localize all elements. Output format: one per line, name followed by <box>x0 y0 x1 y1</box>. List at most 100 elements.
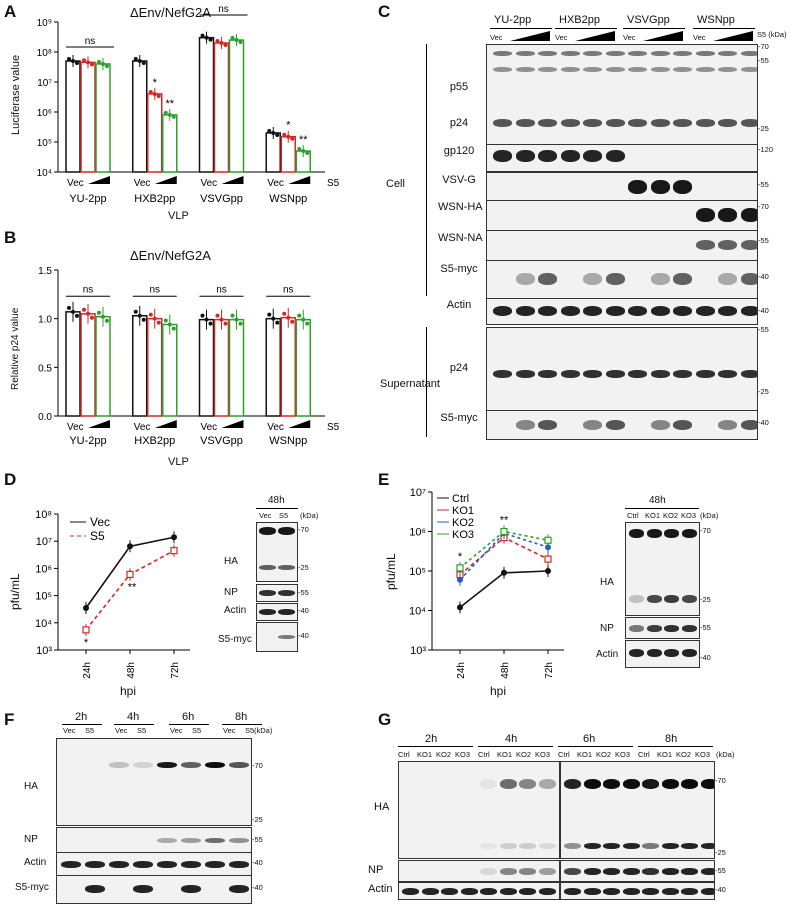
vec-label: Vec <box>67 422 84 433</box>
band <box>278 609 295 615</box>
panel-d-xlabel: hpi <box>120 684 137 698</box>
panel-label-e: E <box>378 470 390 489</box>
blot-sup-s5myc <box>486 410 758 440</box>
data-point <box>215 313 220 318</box>
group-label: YU-2pp <box>69 435 106 447</box>
time-label: 8h <box>665 733 678 745</box>
data-point <box>544 555 552 563</box>
ns-label: ns <box>283 284 294 295</box>
data-point <box>301 317 306 322</box>
band <box>493 306 512 316</box>
band <box>718 50 737 56</box>
data-point <box>200 313 205 318</box>
blot-row-label: VSV-G <box>442 174 476 186</box>
band <box>603 867 620 875</box>
data-point <box>297 313 302 318</box>
kda-marker: -70 <box>758 202 769 211</box>
blot-row-label: p24 <box>449 117 469 129</box>
data-point <box>152 91 157 96</box>
blot-row-3 <box>256 622 298 652</box>
band <box>480 843 497 849</box>
data-point <box>141 317 146 322</box>
lane-label: KO1 <box>497 750 513 759</box>
kda-label: (kDa) <box>254 726 273 735</box>
y-tick-label: 0.0 <box>38 412 52 423</box>
x-tick-label: 72h <box>170 662 181 679</box>
data-point <box>208 321 213 326</box>
band <box>493 66 512 72</box>
band <box>605 150 625 162</box>
blot-row-2 <box>256 603 298 621</box>
data-point <box>501 569 507 576</box>
data-point <box>90 315 94 320</box>
data-point <box>286 134 291 139</box>
blot-row-1 <box>256 584 298 602</box>
band <box>650 180 670 194</box>
y-tick-label: 10⁶ <box>35 563 52 575</box>
band <box>673 66 692 72</box>
lane-label: Vec <box>115 726 128 735</box>
group-header: VSVGpp <box>627 14 670 26</box>
band <box>718 240 737 250</box>
data-point <box>457 604 463 611</box>
data-point <box>156 320 161 325</box>
lane-label: Ctrl <box>398 750 410 759</box>
band <box>695 208 715 222</box>
blot-p55 <box>486 44 758 146</box>
band <box>278 564 295 570</box>
band <box>681 779 698 789</box>
band <box>109 860 129 868</box>
band <box>278 590 295 596</box>
data-point <box>234 38 239 43</box>
panel-label-g: G <box>378 710 392 729</box>
x-tick-label: 24h <box>456 662 467 679</box>
band <box>695 240 715 250</box>
y-tick-label: 10⁶ <box>37 108 52 119</box>
band <box>650 370 670 378</box>
band <box>740 50 757 56</box>
lane-label: KO1 <box>577 750 593 759</box>
y-tick-label: 10⁵ <box>409 566 426 578</box>
data-point <box>200 33 205 38</box>
lane-label: Vec <box>63 726 76 735</box>
band <box>718 119 737 127</box>
band <box>628 180 647 194</box>
band <box>480 779 497 789</box>
data-point <box>267 312 272 317</box>
kda-marker: -70 <box>700 526 711 535</box>
blot-gp120 <box>486 144 758 172</box>
panel-e-xlabel: hpi <box>490 684 507 698</box>
band <box>538 867 556 875</box>
time-label: 2h <box>75 711 88 723</box>
kda-marker: -40 <box>252 883 263 892</box>
band <box>560 306 580 316</box>
cell-bracket <box>426 44 427 296</box>
ns-label: ns <box>149 284 160 295</box>
band <box>538 119 557 127</box>
lane-label: S5 <box>85 726 95 735</box>
band <box>673 273 692 285</box>
band <box>583 50 602 56</box>
y-tick-label: 10³ <box>410 645 426 657</box>
dose-wedge <box>288 176 311 184</box>
vec-label: Vec <box>134 422 151 433</box>
group-underline <box>623 28 685 29</box>
band <box>493 119 512 127</box>
dose-wedge <box>154 176 177 184</box>
lane-label: KO2 <box>676 750 692 759</box>
band <box>661 887 679 895</box>
significance-label: * <box>84 637 89 649</box>
x-tick-label: 48h <box>500 662 511 679</box>
data-point <box>275 320 280 325</box>
lane-label: S5 <box>192 726 202 735</box>
band <box>515 150 535 162</box>
band <box>740 66 757 72</box>
legend-label: S5 <box>90 529 105 543</box>
blot-row-label: HA <box>600 577 614 588</box>
group-label: VSVGpp <box>200 193 243 205</box>
blot-actin <box>486 298 758 325</box>
band <box>622 843 640 849</box>
data-point <box>156 93 161 98</box>
band <box>628 370 647 378</box>
kda-marker: -40 <box>758 418 769 427</box>
